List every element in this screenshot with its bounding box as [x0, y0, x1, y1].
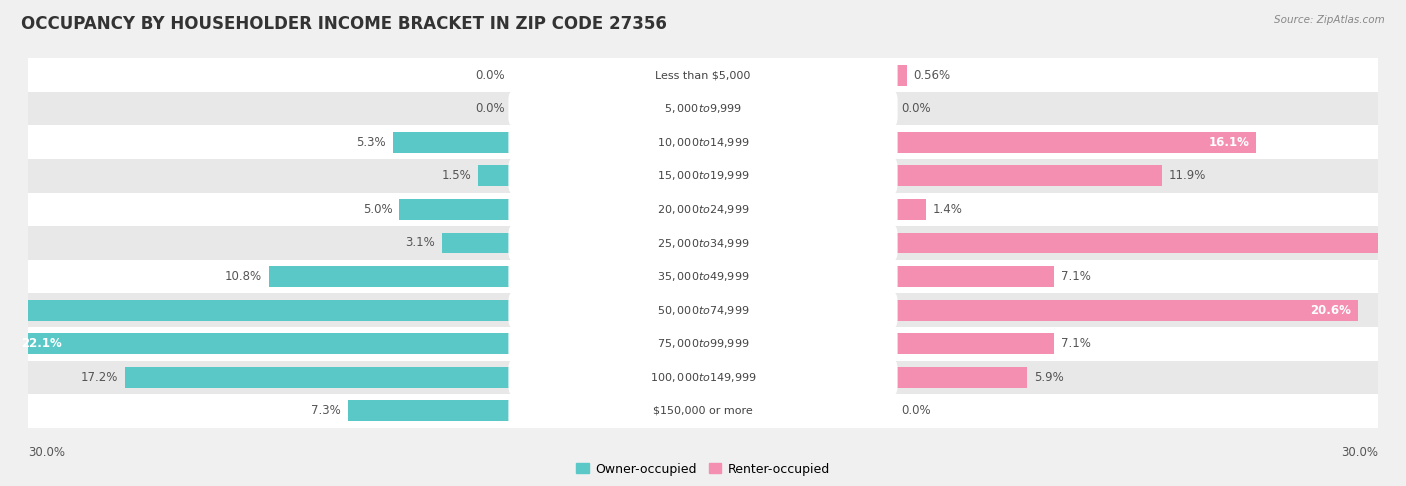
FancyBboxPatch shape	[509, 224, 897, 262]
Bar	[441, 233, 512, 253]
Text: 1.5%: 1.5%	[441, 169, 471, 182]
Bar	[347, 400, 512, 421]
Bar	[28, 92, 1378, 125]
FancyBboxPatch shape	[509, 358, 897, 396]
Text: $5,000 to $9,999: $5,000 to $9,999	[664, 102, 742, 115]
Text: 22.1%: 22.1%	[21, 337, 62, 350]
FancyBboxPatch shape	[509, 123, 897, 161]
Legend: Owner-occupied, Renter-occupied: Owner-occupied, Renter-occupied	[571, 457, 835, 481]
Text: 5.9%: 5.9%	[1033, 371, 1063, 384]
Bar	[28, 159, 1378, 192]
FancyBboxPatch shape	[509, 258, 897, 295]
Bar	[894, 266, 1054, 287]
FancyBboxPatch shape	[509, 56, 897, 94]
Text: 30.0%: 30.0%	[28, 446, 65, 459]
Text: $100,000 to $149,999: $100,000 to $149,999	[650, 371, 756, 384]
Text: 20.6%: 20.6%	[1310, 304, 1351, 317]
Bar	[28, 260, 1378, 294]
Bar	[269, 266, 512, 287]
Bar	[28, 192, 1378, 226]
FancyBboxPatch shape	[509, 392, 897, 430]
Bar	[894, 65, 907, 86]
FancyBboxPatch shape	[509, 291, 897, 329]
Bar	[28, 226, 1378, 260]
Text: OCCUPANCY BY HOUSEHOLDER INCOME BRACKET IN ZIP CODE 27356: OCCUPANCY BY HOUSEHOLDER INCOME BRACKET …	[21, 15, 666, 33]
Text: 17.2%: 17.2%	[80, 371, 118, 384]
Text: 5.3%: 5.3%	[356, 136, 385, 149]
Bar	[28, 58, 1378, 92]
Bar	[894, 333, 1054, 354]
Bar	[14, 333, 512, 354]
Text: $75,000 to $99,999: $75,000 to $99,999	[657, 337, 749, 350]
Text: $20,000 to $24,999: $20,000 to $24,999	[657, 203, 749, 216]
Text: 7.1%: 7.1%	[1060, 270, 1091, 283]
Text: 11.9%: 11.9%	[1168, 169, 1206, 182]
Bar	[894, 233, 1406, 253]
Text: Less than $5,000: Less than $5,000	[655, 70, 751, 80]
Text: 3.1%: 3.1%	[405, 237, 436, 249]
Text: 1.4%: 1.4%	[932, 203, 962, 216]
FancyBboxPatch shape	[509, 325, 897, 363]
Text: $10,000 to $14,999: $10,000 to $14,999	[657, 136, 749, 149]
Text: 7.3%: 7.3%	[311, 404, 340, 417]
Text: 0.0%: 0.0%	[901, 102, 931, 115]
Text: 10.8%: 10.8%	[225, 270, 262, 283]
Text: $150,000 or more: $150,000 or more	[654, 406, 752, 416]
Bar	[28, 125, 1378, 159]
Text: 30.0%: 30.0%	[1341, 446, 1378, 459]
Bar	[894, 300, 1358, 321]
Bar	[478, 165, 512, 186]
FancyBboxPatch shape	[509, 157, 897, 195]
Text: 0.0%: 0.0%	[901, 404, 931, 417]
Bar	[399, 199, 512, 220]
Text: 0.0%: 0.0%	[475, 102, 505, 115]
Bar	[28, 394, 1378, 428]
Text: 0.56%: 0.56%	[914, 69, 950, 82]
Bar	[894, 165, 1161, 186]
Text: $15,000 to $19,999: $15,000 to $19,999	[657, 169, 749, 182]
Bar	[392, 132, 512, 153]
Bar	[0, 300, 512, 321]
Bar	[28, 361, 1378, 394]
Bar	[894, 199, 925, 220]
Text: 0.0%: 0.0%	[475, 69, 505, 82]
Bar	[894, 132, 1257, 153]
Text: $25,000 to $34,999: $25,000 to $34,999	[657, 237, 749, 249]
FancyBboxPatch shape	[509, 90, 897, 128]
Bar	[125, 367, 512, 388]
Text: Source: ZipAtlas.com: Source: ZipAtlas.com	[1274, 15, 1385, 25]
FancyBboxPatch shape	[509, 191, 897, 228]
Bar	[28, 327, 1378, 361]
Text: 5.0%: 5.0%	[363, 203, 392, 216]
Bar	[894, 367, 1026, 388]
Text: $35,000 to $49,999: $35,000 to $49,999	[657, 270, 749, 283]
Text: 7.1%: 7.1%	[1060, 337, 1091, 350]
Text: 16.1%: 16.1%	[1209, 136, 1250, 149]
Bar	[28, 294, 1378, 327]
Text: $50,000 to $74,999: $50,000 to $74,999	[657, 304, 749, 317]
